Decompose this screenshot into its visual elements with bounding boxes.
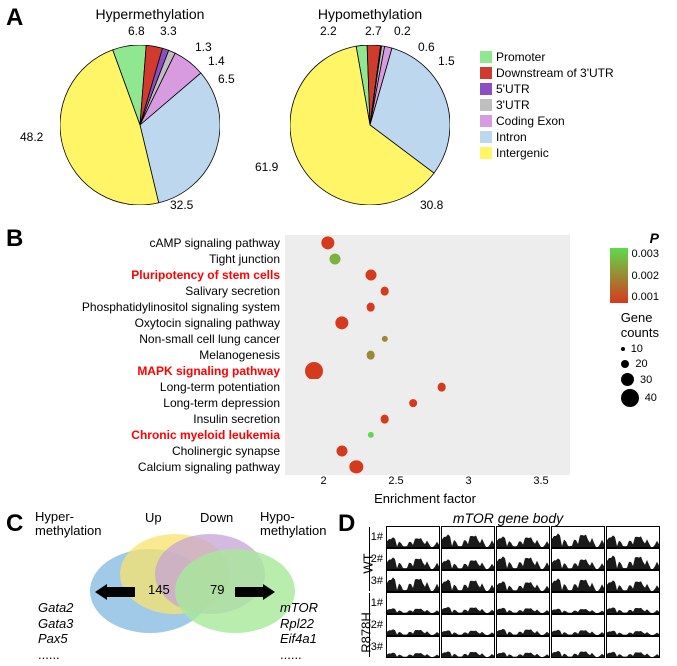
venn-hypo-label: Hypo-methylation (260, 510, 326, 539)
panel-b-chart: cAMP signaling pathwayTight junctionPlur… (30, 235, 570, 507)
pathway-row: Long-term potentiation (30, 379, 570, 395)
right-gene-list: mTORRpl22Eif4a1...... (280, 600, 318, 662)
pathway-row: Long-term depression (30, 395, 570, 411)
panel-c-label: C (6, 510, 23, 538)
left-gene-list: Gata2Gata3Pax5...... (38, 600, 73, 662)
hypo-val-4: 1.5 (438, 54, 455, 68)
panel-d-label: D (338, 510, 355, 538)
p-colorbar: P 0.003 0.002 0.001 (610, 230, 659, 303)
hyper-val-1: 3.3 (160, 24, 177, 38)
venn-right-count: 79 (210, 582, 224, 597)
hyper-pie (60, 45, 220, 205)
hyper-val-6: 48.2 (20, 130, 43, 144)
pathway-row: Oxytocin signaling pathway (30, 315, 570, 331)
hyper-val-5: 32.5 (170, 198, 193, 212)
panel-d-container: mTOR gene body 1#2#3#1#2#3# (363, 510, 660, 658)
hypo-title: Hypomethylation (280, 6, 460, 22)
pathway-row: Phosphatidylinositol signaling system (30, 299, 570, 315)
arrow-right (235, 584, 275, 600)
track-title: mTOR gene body (363, 510, 653, 526)
legend-item: Intron (480, 130, 614, 144)
track-row: 1# (363, 592, 660, 614)
panel-b-label: B (6, 225, 23, 253)
panel-a-legend: Promoter Downstream of 3'UTR 5'UTR 3'UTR Cod… (480, 50, 614, 162)
venn-hyper-label: Hyper-methylation (35, 510, 101, 539)
legend-item: Coding Exon (480, 114, 614, 128)
track-row: 1# (363, 526, 660, 548)
track-row: 2# (363, 548, 660, 570)
pathway-row: Tight junction (30, 251, 570, 267)
hyper-val-3: 1.4 (208, 54, 225, 68)
hypo-pie (290, 45, 450, 205)
hyper-val-4: 6.5 (218, 72, 235, 86)
legend-item: Promoter (480, 50, 614, 64)
hypo-val-1: 2.7 (365, 24, 382, 38)
track-row: 2# (363, 614, 660, 636)
pathway-row: Insulin secretion (30, 411, 570, 427)
venn-left-count: 145 (148, 582, 170, 597)
hyper-val-0: 6.8 (128, 24, 145, 38)
r878h-bracket (369, 593, 370, 657)
legend-item: Intergenic (480, 146, 614, 160)
hypo-val-3: 0.6 (418, 40, 435, 54)
size-legend: Genecounts 10203040 (621, 310, 659, 410)
hypo-val-2: 0.2 (394, 24, 411, 38)
legend-item: 5'UTR (480, 82, 614, 96)
venn-up-label: Up (145, 510, 162, 525)
track-row: 3# (363, 636, 660, 658)
wt-bracket (369, 527, 370, 591)
venn-down-label: Down (200, 510, 233, 525)
hyper-title: Hypermethylation (60, 6, 240, 22)
pathway-row: cAMP signaling pathway (30, 235, 570, 251)
r878h-label: R878H (359, 612, 374, 652)
track-row: 3# (363, 570, 660, 592)
pathway-row: Salivary secretion (30, 283, 570, 299)
x-axis-label: Enrichment factor (374, 491, 476, 506)
hypo-val-5: 30.8 (420, 198, 443, 212)
legend-item: Downstream of 3'UTR (480, 66, 614, 80)
pathway-row: Melanogenesis (30, 347, 570, 363)
pathway-row: Calcium signaling pathway (30, 459, 570, 475)
hypo-val-6: 61.9 (255, 160, 278, 174)
pathway-row: Non-small cell lung cancer (30, 331, 570, 347)
pathway-row: Pluripotency of stem cells (30, 267, 570, 283)
legend-item: 3'UTR (480, 98, 614, 112)
pathway-row: Cholinergic synapse (30, 443, 570, 459)
arrow-left (95, 584, 135, 600)
pathway-row: MAPK signaling pathway (30, 363, 570, 379)
pathway-row: Chronic myeloid leukemia (30, 427, 570, 443)
panel-a-label: A (6, 4, 23, 32)
hyper-val-2: 1.3 (195, 40, 212, 54)
hypo-val-0: 2.2 (320, 24, 337, 38)
